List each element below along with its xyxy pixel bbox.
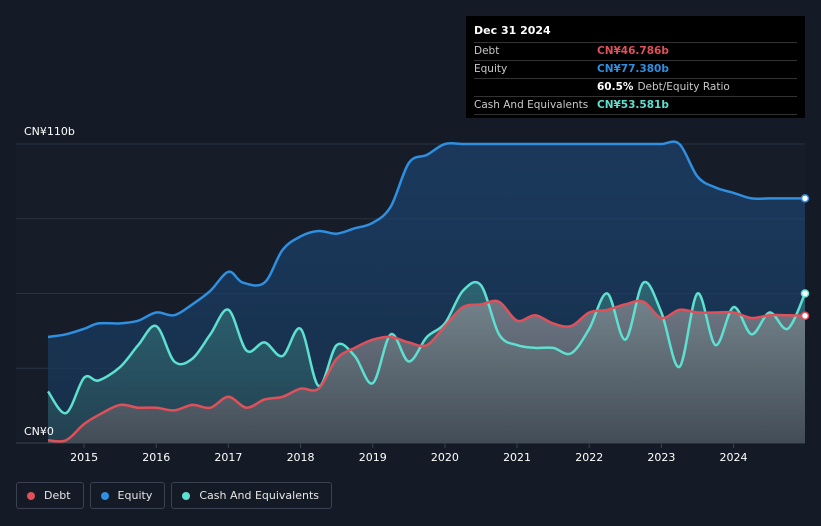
x-tick-label: 2023 [647, 451, 675, 464]
tooltip-row-debt: Debt CN¥46.786b [474, 43, 797, 61]
legend-dot-icon [182, 491, 191, 500]
tooltip-sublabel: Debt/Equity Ratio [637, 81, 730, 93]
x-tick-label: 2020 [431, 451, 459, 464]
tooltip-label: Cash And Equivalents [474, 99, 589, 111]
x-tick-label: 2018 [287, 451, 315, 464]
x-axis: 2015 2016 2017 2018 2019 2020 2021 2022 2023 2024 [70, 443, 748, 464]
legend-label: Cash And Equivalents [199, 489, 319, 502]
legend-label: Debt [44, 489, 71, 502]
y-axis-bottom-label: CN¥0 [24, 425, 54, 438]
legend-item-cash[interactable]: Cash And Equivalents [171, 482, 332, 509]
cash-and-equivalents-endpoint [800, 289, 810, 298]
tooltip-row-cash: Cash And Equivalents CN¥53.581b [474, 97, 797, 115]
debt-area [48, 300, 805, 443]
y-axis-top-label: CN¥110b [24, 125, 75, 138]
tooltip-row-ratio: 60.5% Debt/Equity Ratio [474, 79, 797, 97]
x-tick-label: 2022 [575, 451, 603, 464]
equity-endpoint [800, 194, 810, 203]
tooltip-value: CN¥46.786b [597, 45, 669, 57]
legend-item-equity[interactable]: Equity [89, 482, 166, 509]
tooltip-label [474, 79, 597, 96]
x-tick-label: 2017 [214, 451, 242, 464]
x-tick-label: 2015 [70, 451, 98, 464]
tooltip-date: Dec 31 2024 [474, 24, 797, 43]
cash-and-equivalents-line [46, 280, 807, 415]
tooltip-label: Equity [474, 63, 508, 75]
tooltip-value: CN¥77.380b [597, 63, 669, 75]
legend-item-debt[interactable]: Debt [16, 482, 84, 509]
legend-label: Equity [117, 489, 153, 502]
endpoints [800, 194, 810, 321]
x-tick-label: 2016 [142, 451, 170, 464]
x-tick-label: 2019 [359, 451, 387, 464]
tooltip-row-equity: Equity CN¥77.380b [474, 61, 797, 79]
tooltip-value: CN¥53.581b [597, 99, 669, 111]
x-tick-label: 2024 [720, 451, 748, 464]
lines [46, 140, 807, 443]
equity-line [47, 140, 805, 339]
legend-dot-icon [100, 491, 109, 500]
tooltip-value: 60.5% [597, 81, 634, 93]
data-tooltip: Dec 31 2024 Debt CN¥46.786b Equity CN¥77… [466, 16, 805, 118]
tooltip-label: Debt [474, 45, 500, 57]
x-tick-label: 2021 [503, 451, 531, 464]
legend-dot-icon [27, 491, 35, 500]
debt-endpoint [800, 311, 810, 321]
legend: Debt Equity Cash And Equivalents [16, 482, 332, 509]
debt-line [47, 299, 806, 443]
